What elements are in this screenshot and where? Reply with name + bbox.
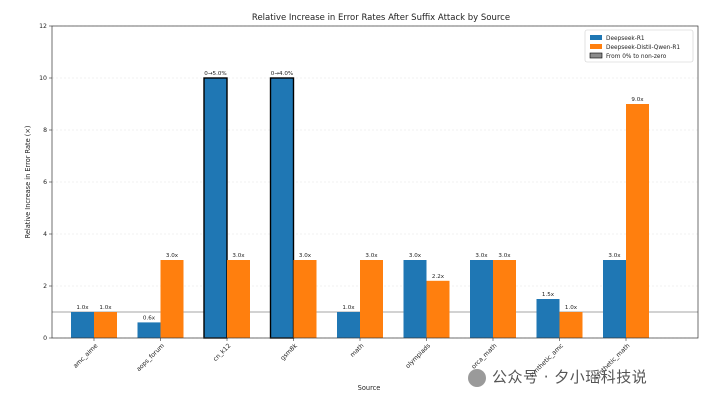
legend-label: Deepseek-Distil-Qwen-R1 bbox=[606, 45, 680, 51]
bar-amc_aime-0 bbox=[71, 312, 94, 338]
legend-label: Deepseek-R1 bbox=[606, 36, 645, 42]
wechat-logo-icon bbox=[468, 368, 486, 387]
data-label: 3.0x bbox=[232, 253, 245, 259]
y-tick-label: 0 bbox=[43, 335, 47, 342]
x-tick-label: aops_forum bbox=[135, 342, 166, 373]
bar-olympiads-0 bbox=[403, 260, 427, 338]
watermark: 公众号 · 夕小瑶科技说 bbox=[468, 366, 647, 387]
data-label: 3.0x bbox=[498, 253, 511, 259]
bar-olympiads-1 bbox=[426, 280, 450, 338]
chart-title: Relative Increase in Error Rates After S… bbox=[252, 13, 510, 23]
y-tick-label: 12 bbox=[39, 23, 47, 30]
bar-gsm8k-0 bbox=[269, 77, 295, 339]
bar-synthetic_amc-1 bbox=[559, 312, 583, 338]
data-label: 0.6x bbox=[143, 315, 156, 321]
bar-cn_k12-0 bbox=[203, 77, 228, 339]
data-label: 1.5x bbox=[542, 292, 555, 298]
x-axis-label: Source bbox=[358, 384, 381, 392]
bar-synthetic_amc-0 bbox=[536, 299, 560, 338]
bar-orca_math-1 bbox=[493, 260, 516, 338]
x-tick-label: cn_k12 bbox=[212, 342, 232, 362]
data-label: 3.0x bbox=[365, 253, 378, 259]
data-label: 0→5.0% bbox=[204, 71, 226, 77]
bar-aops_forum-1 bbox=[160, 260, 184, 338]
legend-swatch bbox=[589, 52, 603, 59]
legend-label: From 0% to non-zero bbox=[606, 54, 667, 60]
legend-box bbox=[584, 29, 694, 63]
x-tick-label: amc_aime bbox=[72, 342, 99, 369]
bar-math-0 bbox=[337, 312, 360, 338]
data-label: 1.0x bbox=[565, 305, 578, 311]
data-label: 1.0x bbox=[76, 305, 89, 311]
data-label: 3.0x bbox=[608, 253, 621, 259]
legend-swatch bbox=[590, 35, 602, 40]
y-tick-label: 2 bbox=[43, 283, 47, 290]
data-label: 3.0x bbox=[409, 253, 422, 259]
x-tick-label: gsm8k bbox=[279, 342, 299, 362]
bar-amc_aime-1 bbox=[94, 312, 117, 338]
legend-swatch bbox=[590, 44, 602, 49]
plot-frame bbox=[51, 25, 699, 339]
x-tick-label: math bbox=[349, 342, 365, 358]
data-label: 0→4.0% bbox=[271, 71, 293, 77]
bar-synthetic_math-1 bbox=[626, 104, 649, 338]
bar-aops_forum-0 bbox=[137, 322, 161, 338]
y-tick-label: 8 bbox=[43, 127, 47, 134]
watermark-text: 公众号 · 夕小瑶科技说 bbox=[492, 368, 648, 386]
y-tick-label: 6 bbox=[43, 179, 47, 186]
data-label: 1.0x bbox=[99, 305, 112, 311]
bar-math-1 bbox=[360, 260, 383, 338]
y-tick-label: 10 bbox=[39, 75, 47, 82]
data-label: 3.0x bbox=[475, 253, 488, 259]
y-axis-label: Relative Increase in Error Rate (×) bbox=[24, 126, 32, 239]
data-label: 9.0x bbox=[631, 97, 644, 103]
y-tick-label: 4 bbox=[43, 231, 47, 238]
x-tick-label: olympiads bbox=[404, 342, 431, 369]
data-label: 2.2x bbox=[432, 274, 445, 280]
bar-cn_k12-1 bbox=[227, 260, 250, 338]
data-label: 3.0x bbox=[166, 253, 179, 259]
bar-synthetic_math-0 bbox=[603, 260, 626, 338]
legend: Deepseek-R1 Deepseek-Distil-Qwen-R1 From 0… bbox=[584, 29, 694, 63]
data-label: 3.0x bbox=[299, 253, 312, 259]
bar-orca_math-0 bbox=[470, 260, 493, 338]
bar-gsm8k-1 bbox=[293, 260, 317, 338]
data-label: 1.0x bbox=[342, 305, 355, 311]
